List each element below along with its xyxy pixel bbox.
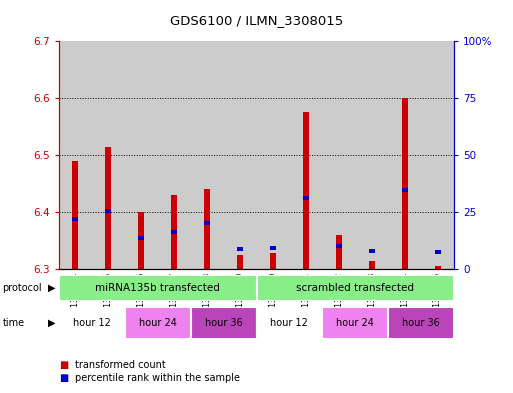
Text: transformed count: transformed count (75, 360, 166, 370)
Bar (256, 41, 289, 269)
Text: ▶: ▶ (48, 283, 55, 293)
Bar (336, 235, 342, 269)
Bar (388, 307, 454, 339)
Bar (171, 195, 177, 269)
Text: hour 24: hour 24 (139, 318, 176, 328)
Bar (92, 41, 125, 269)
Text: GDS6100 / ILMN_3308015: GDS6100 / ILMN_3308015 (170, 14, 343, 27)
Bar (303, 112, 309, 269)
Bar (322, 41, 355, 269)
Bar (369, 249, 374, 253)
Text: ■: ■ (59, 360, 68, 370)
Bar (402, 188, 408, 192)
Bar (204, 221, 210, 225)
Bar (435, 250, 441, 254)
Bar (388, 41, 421, 269)
Bar (191, 41, 224, 269)
Bar (204, 189, 210, 269)
Bar (72, 161, 78, 269)
Bar (270, 246, 276, 250)
Bar (125, 307, 191, 339)
Bar (421, 41, 454, 269)
Text: miRNA135b transfected: miRNA135b transfected (95, 283, 220, 293)
Bar (256, 307, 322, 339)
Text: ■: ■ (59, 373, 68, 383)
Bar (59, 41, 92, 269)
Text: hour 36: hour 36 (402, 318, 440, 328)
Bar (105, 209, 111, 213)
Bar (59, 275, 256, 301)
Bar (237, 255, 243, 269)
Bar (171, 230, 177, 234)
Bar (224, 41, 256, 269)
Bar (59, 307, 125, 339)
Text: hour 12: hour 12 (270, 318, 308, 328)
Bar (191, 307, 256, 339)
Bar (139, 212, 144, 269)
Bar (336, 244, 342, 248)
Bar (237, 247, 243, 251)
Bar (256, 275, 454, 301)
Bar (355, 41, 388, 269)
Bar (270, 253, 276, 269)
Text: hour 12: hour 12 (73, 318, 111, 328)
Text: percentile rank within the sample: percentile rank within the sample (75, 373, 241, 383)
Bar (369, 261, 374, 269)
Bar (125, 41, 157, 269)
Bar (289, 41, 322, 269)
Bar (322, 307, 388, 339)
Bar (105, 147, 111, 269)
Text: protocol: protocol (3, 283, 42, 293)
Bar (303, 196, 309, 200)
Text: scrambled transfected: scrambled transfected (296, 283, 415, 293)
Text: hour 36: hour 36 (205, 318, 243, 328)
Bar (157, 41, 191, 269)
Text: hour 24: hour 24 (337, 318, 374, 328)
Text: time: time (3, 318, 25, 328)
Bar (139, 235, 144, 240)
Bar (72, 217, 78, 221)
Text: ▶: ▶ (48, 318, 55, 328)
Bar (402, 98, 408, 269)
Bar (435, 266, 441, 269)
